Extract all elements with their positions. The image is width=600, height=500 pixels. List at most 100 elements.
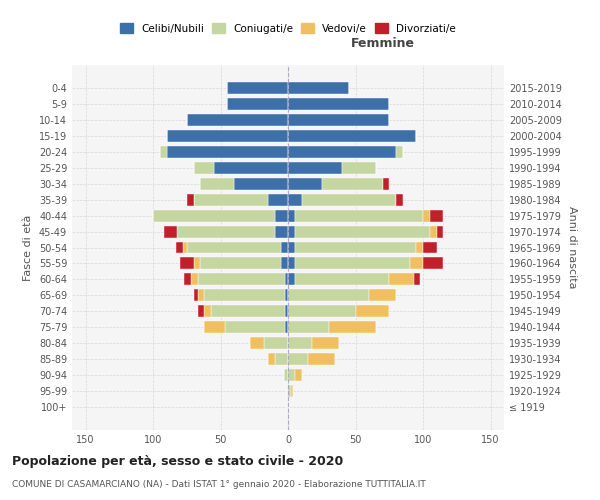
Bar (193, 194, 268, 205)
Bar (286, 322, 288, 334)
Bar (286, 306, 288, 318)
Text: Femmine: Femmine (351, 38, 415, 51)
Bar (322, 178, 383, 190)
Bar (204, 290, 286, 302)
Bar (295, 226, 430, 237)
Bar (193, 162, 214, 173)
Bar (413, 274, 420, 285)
Bar (288, 354, 308, 366)
Bar (295, 258, 409, 270)
Bar (287, 402, 288, 413)
Bar (288, 146, 396, 158)
Bar (191, 274, 197, 285)
Bar (308, 354, 335, 366)
Y-axis label: Anni di nascita: Anni di nascita (567, 206, 577, 289)
Bar (167, 130, 288, 141)
Bar (184, 274, 191, 285)
Bar (288, 306, 355, 318)
Bar (204, 322, 224, 334)
Bar (197, 290, 204, 302)
Bar (193, 258, 200, 270)
Bar (167, 146, 288, 158)
Bar (275, 226, 288, 237)
Bar (430, 210, 443, 222)
Bar (288, 386, 290, 398)
Bar (430, 226, 437, 237)
Bar (288, 162, 342, 173)
Bar (288, 114, 389, 126)
Bar (227, 98, 288, 110)
Bar (182, 242, 187, 254)
Bar (329, 322, 376, 334)
Bar (288, 98, 389, 110)
Bar (287, 386, 288, 398)
Bar (281, 242, 288, 254)
Bar (264, 338, 288, 349)
Bar (197, 274, 286, 285)
Bar (204, 306, 211, 318)
Bar (281, 258, 288, 270)
Legend: Celibi/Nubili, Coniugati/e, Vedovi/e, Divorziati/e: Celibi/Nubili, Coniugati/e, Vedovi/e, Di… (116, 19, 460, 38)
Bar (342, 162, 376, 173)
Bar (224, 322, 286, 334)
Bar (288, 258, 295, 270)
Bar (187, 114, 288, 126)
Bar (288, 290, 369, 302)
Bar (383, 178, 389, 190)
Bar (234, 178, 288, 190)
Bar (288, 322, 329, 334)
Bar (423, 258, 443, 270)
Bar (295, 274, 389, 285)
Bar (193, 290, 197, 302)
Bar (268, 354, 275, 366)
Bar (423, 210, 430, 222)
Bar (268, 194, 288, 205)
Bar (295, 210, 423, 222)
Bar (200, 178, 234, 190)
Bar (288, 338, 313, 349)
Bar (227, 82, 288, 94)
Bar (164, 226, 178, 237)
Bar (178, 226, 275, 237)
Bar (250, 338, 264, 349)
Bar (396, 146, 403, 158)
Bar (396, 194, 403, 205)
Bar (288, 178, 322, 190)
Bar (286, 274, 288, 285)
Bar (389, 274, 413, 285)
Bar (176, 242, 182, 254)
Bar (288, 226, 295, 237)
Bar (153, 210, 275, 222)
Bar (369, 290, 396, 302)
Bar (197, 306, 204, 318)
Bar (187, 242, 281, 254)
Bar (416, 242, 423, 254)
Bar (288, 210, 295, 222)
Bar (355, 306, 389, 318)
Bar (409, 258, 423, 270)
Bar (437, 226, 443, 237)
Bar (200, 258, 281, 270)
Bar (286, 290, 288, 302)
Bar (290, 386, 293, 398)
Bar (187, 194, 193, 205)
Text: COMUNE DI CASAMARCIANO (NA) - Dati ISTAT 1° gennaio 2020 - Elaborazione TUTTITAL: COMUNE DI CASAMARCIANO (NA) - Dati ISTAT… (12, 480, 426, 489)
Y-axis label: Fasce di età: Fasce di età (23, 214, 33, 280)
Bar (288, 274, 295, 285)
Bar (214, 162, 288, 173)
Bar (211, 306, 286, 318)
Bar (295, 370, 302, 382)
Bar (275, 354, 288, 366)
Text: Popolazione per età, sesso e stato civile - 2020: Popolazione per età, sesso e stato civil… (12, 455, 343, 468)
Bar (288, 402, 289, 413)
Bar (288, 194, 302, 205)
Bar (423, 242, 437, 254)
Bar (302, 194, 396, 205)
Bar (295, 242, 416, 254)
Bar (288, 82, 349, 94)
Bar (180, 258, 193, 270)
Bar (284, 370, 288, 382)
Bar (160, 146, 167, 158)
Bar (288, 130, 416, 141)
Bar (288, 370, 295, 382)
